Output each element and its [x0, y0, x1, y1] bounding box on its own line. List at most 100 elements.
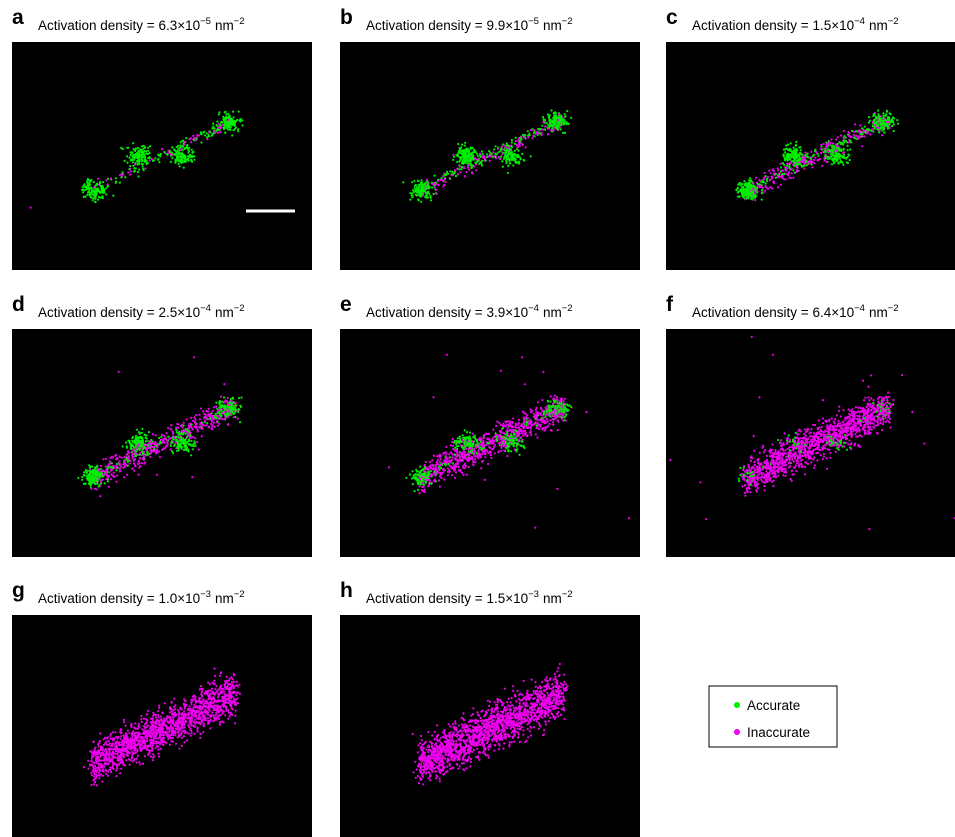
localization: [137, 473, 140, 476]
localization: [178, 153, 181, 156]
localization: [778, 172, 781, 175]
localization: [792, 146, 795, 149]
localization: [187, 149, 190, 152]
localization: [849, 148, 852, 151]
localization: [834, 138, 838, 141]
localization: [516, 146, 519, 149]
localization: [502, 432, 505, 435]
localization: [136, 170, 139, 174]
localization: [796, 160, 799, 163]
localization: [833, 156, 836, 159]
localization: [118, 455, 121, 458]
localization: [99, 495, 102, 498]
localization: [145, 150, 148, 153]
localization: [189, 431, 192, 434]
localization: [793, 157, 796, 160]
localization: [156, 446, 159, 449]
localization: [750, 185, 753, 188]
localization: [427, 196, 430, 199]
localization: [855, 130, 858, 133]
localization: [795, 148, 798, 151]
localization: [415, 189, 418, 192]
localization: [185, 435, 189, 438]
localization: [478, 158, 481, 161]
localization: [553, 405, 557, 408]
localization: [90, 475, 93, 478]
localization: [524, 134, 527, 137]
localization: [207, 131, 211, 134]
localization: [135, 454, 138, 457]
localization: [139, 451, 142, 454]
localization: [415, 468, 418, 471]
localization: [417, 183, 420, 186]
localization: [427, 477, 430, 480]
localization: [133, 459, 136, 462]
localization: [535, 424, 538, 427]
localization: [418, 485, 421, 488]
localization: [760, 184, 763, 187]
localization: [478, 162, 481, 165]
localization: [90, 471, 94, 474]
localization: [494, 152, 498, 155]
localization: [211, 127, 214, 130]
localization: [872, 130, 875, 133]
localization: [887, 120, 891, 123]
localization: [419, 465, 422, 468]
localization: [130, 170, 133, 173]
localization: [427, 470, 431, 474]
title-exponent: −5: [200, 16, 211, 27]
localization: [112, 467, 115, 470]
localization: [500, 145, 503, 148]
localization: [146, 450, 149, 453]
localization: [427, 182, 430, 186]
localization: [506, 437, 510, 440]
localization: [861, 145, 864, 148]
localization: [481, 153, 484, 156]
localization: [142, 167, 145, 170]
localization: [563, 411, 566, 414]
localization: [772, 181, 775, 184]
localization: [556, 118, 560, 122]
localization: [544, 128, 547, 131]
localization: [453, 446, 457, 449]
localization: [471, 452, 474, 455]
localization: [541, 399, 544, 402]
localization: [883, 124, 886, 127]
localization: [559, 128, 562, 131]
localization: [833, 160, 836, 164]
localization: [182, 139, 185, 142]
localization: [118, 181, 121, 184]
localization: [127, 455, 130, 458]
localization: [409, 198, 412, 201]
localization: [416, 470, 420, 473]
localization: [89, 483, 92, 486]
localization: [884, 117, 887, 120]
localization: [199, 423, 202, 426]
localization: [539, 419, 542, 422]
localization: [164, 445, 167, 448]
localization: [143, 446, 147, 450]
localization: [189, 154, 192, 157]
title-exponent: −4: [200, 303, 211, 314]
localization: [473, 451, 477, 454]
localization: [779, 183, 783, 186]
localization: [860, 130, 863, 133]
localization: [486, 155, 489, 158]
localization: [545, 122, 548, 125]
localization: [824, 154, 827, 157]
localization: [535, 130, 538, 134]
localization: [480, 150, 483, 153]
localization: [512, 158, 515, 161]
localization: [102, 181, 105, 184]
localization: [93, 469, 96, 472]
localization: [801, 160, 804, 164]
localization: [528, 134, 531, 137]
localization: [474, 161, 477, 164]
localization: [847, 134, 851, 138]
localization: [800, 153, 804, 156]
localization: [420, 187, 423, 190]
localization: [463, 153, 467, 156]
localization: [779, 170, 783, 173]
localization: [183, 448, 186, 451]
localization: [134, 156, 137, 159]
